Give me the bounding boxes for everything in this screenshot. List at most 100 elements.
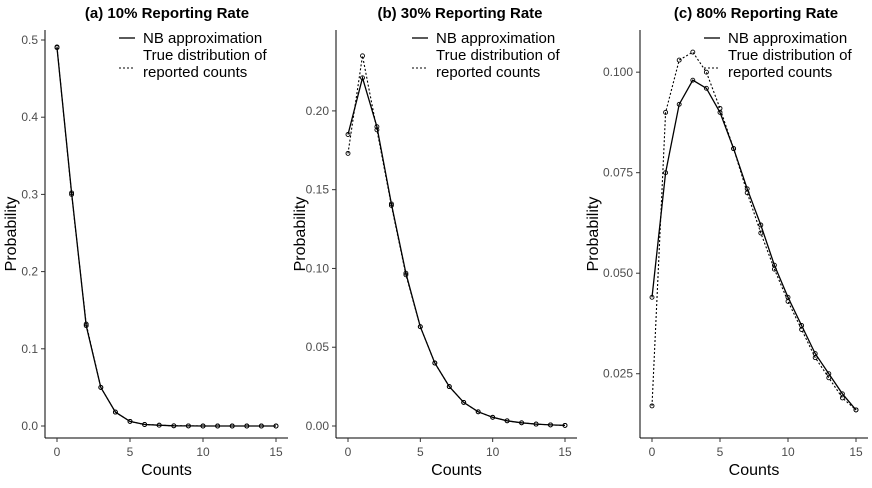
y-tick-label-1-3: 0.15: [306, 183, 330, 197]
data-point-2-1-11: [799, 327, 805, 332]
y-tick-label-2-2: 0.075: [603, 166, 633, 180]
data-point-1-1-10: [490, 414, 496, 420]
y-tick-label-2-0: 0.025: [603, 367, 633, 381]
data-point-1-1-12: [519, 420, 525, 426]
data-point-2-1-13: [826, 375, 832, 381]
y-tick-label-0-3: 0.3: [21, 187, 38, 201]
data-point-0-1-6: [142, 422, 148, 427]
y-tick-label-0-5: 0.5: [21, 33, 38, 47]
data-point-1-1-11: [504, 418, 510, 424]
data-point-2-1-6: [731, 146, 737, 152]
data-point-2-1-8: [758, 230, 764, 236]
data-point-1-1-14: [548, 422, 553, 428]
data-point-2-0-1: [663, 170, 669, 176]
x-axis-label-1: Counts: [431, 462, 482, 479]
x-tick-label-0-0: 0: [54, 445, 61, 459]
data-point-0-0-2: [83, 323, 89, 329]
data-point-2-1-12: [812, 355, 818, 361]
series-line-1-1: [347, 55, 566, 426]
data-point-0-1-3: [98, 384, 104, 390]
data-point-2-1-10: [785, 298, 791, 304]
data-point-2-1-14: [839, 395, 845, 401]
y-tick-label-0-4: 0.4: [21, 110, 38, 124]
data-point-0-1-11: [215, 423, 221, 429]
x-tick-label-0-3: 15: [269, 445, 283, 459]
x-tick-label-2-0: 0: [649, 445, 656, 459]
data-point-0-1-1: [69, 191, 75, 197]
x-tick-label-0-1: 5: [127, 445, 134, 459]
data-point-1-1-6: [432, 360, 438, 366]
series-line-0-1: [56, 46, 276, 427]
y-tick-label-2-3: 0.100: [603, 65, 633, 79]
data-point-2-1-7: [744, 190, 750, 196]
chart-title-2: (c) 80% Reporting Rate: [674, 5, 838, 22]
data-point-0-1-7: [156, 422, 162, 428]
chart-title-0: (a) 10% Reporting Rate: [85, 5, 249, 22]
legend-label-true-2: True distribution of reported counts: [728, 47, 853, 81]
data-point-2-0-2: [676, 101, 682, 107]
data-point-0-1-13: [244, 423, 250, 429]
y-tick-label-1-1: 0.05: [306, 340, 330, 354]
data-point-0-1-8: [171, 423, 177, 429]
data-point-1-1-0: [345, 150, 351, 156]
data-point-2-1-3: [690, 49, 696, 55]
data-point-1-1-9: [475, 409, 481, 415]
series-line-0-0: [56, 47, 276, 427]
y-tick-label-1-2: 0.10: [306, 261, 330, 275]
y-tick-label-2-1: 0.050: [603, 266, 633, 280]
x-tick-label-2-2: 10: [781, 445, 795, 459]
data-point-2-1-1: [663, 109, 669, 115]
chart-title-1: (b) 30% Reporting Rate: [377, 5, 542, 22]
y-axis-label-1: Probability: [292, 197, 309, 272]
y-tick-label-0-2: 0.2: [21, 265, 38, 279]
x-tick-label-2-1: 5: [717, 445, 724, 459]
y-axis-label-0: Probability: [3, 197, 20, 272]
data-point-2-1-9: [771, 266, 777, 272]
data-point-1-0-3: [388, 201, 394, 207]
series-line-2-0: [651, 79, 857, 411]
x-tick-label-1-2: 10: [486, 445, 500, 459]
data-point-2-0-4: [703, 85, 709, 91]
data-point-0-1-9: [185, 423, 191, 429]
data-point-1-1-7: [446, 384, 452, 390]
data-point-1-1-13: [533, 421, 539, 427]
legend-label-true-0: True distribution of reported counts: [143, 47, 268, 81]
data-point-2-0-0: [649, 294, 655, 300]
legend-label-true-1: True distribution of reported counts: [436, 47, 561, 81]
data-point-0-1-12: [229, 423, 235, 429]
data-point-2-1-0: [649, 403, 655, 409]
data-point-1-1-8: [461, 399, 467, 405]
data-point-1-1-4: [403, 272, 409, 278]
y-axis-label-2: Probability: [585, 197, 602, 272]
data-point-1-1-15: [562, 422, 568, 428]
data-point-1-1-1: [360, 53, 365, 59]
data-point-2-1-15: [853, 407, 859, 413]
data-point-1-1-5: [417, 324, 423, 330]
data-point-0-1-5: [127, 418, 133, 424]
series-line-1-0: [347, 75, 566, 427]
data-point-2-1-2: [676, 57, 682, 63]
legend-label-nb-1: NB approximation: [436, 30, 555, 47]
x-axis-label-2: Counts: [729, 462, 780, 479]
data-point-0-1-4: [112, 409, 118, 415]
data-point-1-1-2: [374, 127, 380, 133]
data-point-1-0-4: [403, 270, 409, 276]
data-point-2-1-5: [717, 105, 723, 111]
x-tick-label-1-1: 5: [417, 445, 424, 459]
series-line-2-1: [651, 51, 857, 411]
y-tick-label-0-0: 0.0: [21, 419, 38, 433]
x-tick-label-0-2: 10: [196, 445, 210, 459]
data-point-2-1-4: [703, 69, 709, 75]
data-point-0-1-2: [83, 321, 89, 327]
data-point-0-1-0: [54, 44, 60, 50]
data-point-2-0-8: [758, 222, 764, 228]
data-point-1-0-0: [345, 132, 351, 137]
legend-label-nb-2: NB approximation: [728, 30, 847, 47]
legend-label-nb-0: NB approximation: [143, 30, 262, 47]
y-tick-label-1-4: 0.20: [306, 104, 330, 118]
data-point-0-1-14: [258, 423, 264, 429]
data-point-2-0-3: [690, 77, 696, 83]
x-tick-label-1-3: 15: [558, 445, 572, 459]
